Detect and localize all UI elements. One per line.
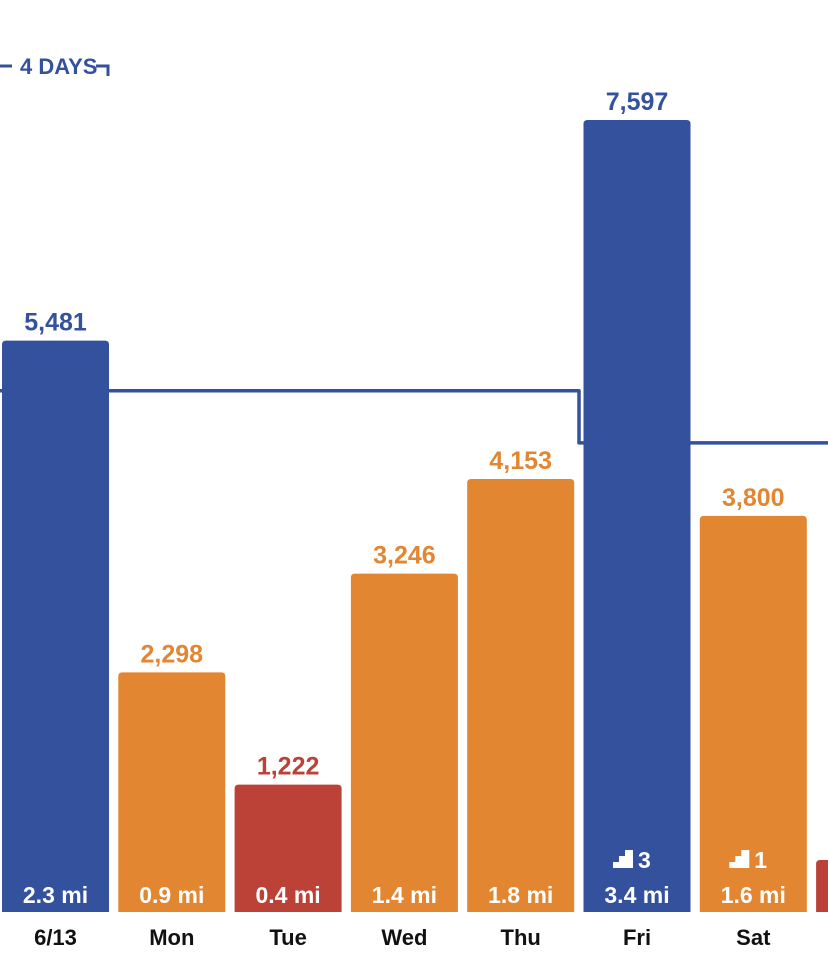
value-label: 7,597	[606, 88, 669, 116]
day-label: Sat	[736, 925, 771, 950]
bar-6-13[interactable]	[2, 340, 109, 912]
day-label: Tue	[269, 925, 306, 950]
streak-label: 4 DAYS	[20, 54, 97, 79]
bars-group	[2, 120, 828, 912]
value-label: 1,222	[257, 753, 320, 781]
value-label: 5,481	[24, 309, 87, 337]
distance-label: 1.8 mi	[488, 882, 553, 908]
value-label: 2,298	[141, 640, 204, 668]
goal-line-group	[0, 388, 828, 445]
goal-line	[0, 388, 828, 445]
bar-sat[interactable]	[699, 515, 807, 912]
bar-tue[interactable]	[234, 784, 342, 912]
distance-label: 0.4 mi	[255, 882, 320, 908]
day-label: 6/13	[34, 925, 77, 950]
streak-indicator: 4 DAYS	[0, 54, 110, 79]
bar-next-partial[interactable]	[816, 860, 828, 912]
stairs-icon	[729, 850, 750, 868]
value-label: 3,800	[722, 484, 785, 512]
distance-label: 0.9 mi	[139, 882, 204, 908]
day-label: Fri	[623, 925, 651, 950]
day-label: Mon	[149, 925, 194, 950]
labels-group: 5,481 2.3 mi 6/13 2,298 0.9 mi Mon 1,222 0.4 mi…	[23, 88, 786, 950]
bar-fri[interactable]	[583, 120, 691, 912]
value-label: 4,153	[489, 447, 552, 475]
value-label: 3,246	[373, 542, 436, 570]
day-label: Wed	[381, 925, 427, 950]
bar-thu[interactable]	[467, 479, 575, 912]
bar-mon[interactable]	[118, 672, 226, 912]
distance-label: 1.4 mi	[372, 882, 437, 908]
streak-bracket-right	[96, 64, 110, 76]
distance-label: 3.4 mi	[604, 882, 669, 908]
stairs-icon	[613, 850, 633, 868]
distance-label: 1.6 mi	[721, 882, 786, 908]
distance-label: 2.3 mi	[23, 882, 88, 908]
floors-count: 3	[638, 847, 651, 873]
day-label: Thu	[501, 925, 541, 950]
floors-count: 1	[754, 847, 767, 873]
bar-wed[interactable]	[350, 573, 458, 912]
